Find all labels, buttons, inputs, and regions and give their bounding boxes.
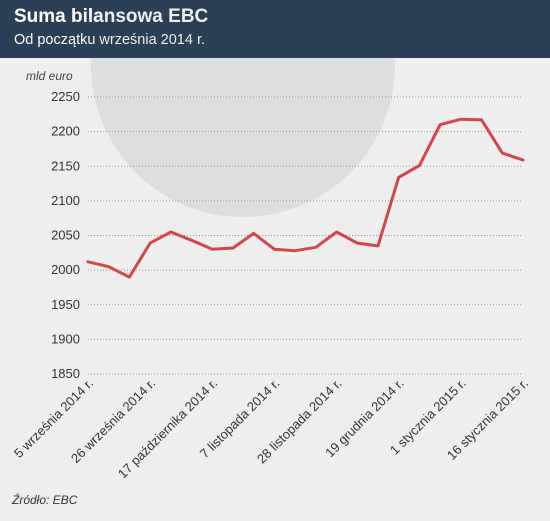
data-point: [418, 164, 421, 167]
data-point: [376, 244, 380, 248]
y-tick-label: 1900: [51, 331, 80, 346]
source-note: Źródło: EBC: [12, 493, 78, 507]
y-tick-label: 2200: [51, 124, 80, 139]
series-layer: [86, 117, 525, 279]
data-point: [521, 158, 525, 162]
x-axis-ticks: 5 września 2014 r.26 września 2014 r.17 …: [11, 376, 531, 482]
y-unit-label: mld euro: [26, 69, 73, 83]
data-point: [480, 118, 483, 122]
data-point: [397, 176, 400, 179]
background-watermark: [91, 0, 395, 217]
data-point: [273, 248, 276, 251]
chart-subtitle: Od początku września 2014 r.: [14, 32, 205, 48]
data-point: [86, 260, 90, 264]
data-point: [169, 230, 173, 234]
series-line: [86, 117, 525, 279]
data-point: [148, 241, 152, 245]
chart-title: Suma bilansowa EBC: [14, 6, 208, 27]
y-tick-label: 2050: [51, 228, 80, 243]
data-point: [190, 239, 193, 242]
y-tick-label: 2100: [51, 193, 80, 208]
data-point: [128, 275, 131, 279]
y-tick-label: 1950: [51, 297, 80, 312]
data-point: [356, 241, 359, 245]
data-point: [335, 230, 338, 234]
y-tick-label: 1850: [51, 366, 80, 381]
y-axis-ticks: 1850 1900 1950 2000 2050 2100 2150 2200 2250: [51, 89, 80, 381]
data-point: [459, 117, 463, 121]
data-point: [231, 246, 235, 250]
y-tick-label: 2250: [51, 89, 80, 104]
data-point: [438, 123, 442, 126]
data-point: [252, 232, 255, 235]
data-point: [107, 265, 110, 268]
data-point: [293, 249, 297, 252]
chart-header: Suma bilansowa EBC Od początku września …: [0, 0, 550, 58]
y-tick-label: 2150: [51, 158, 80, 173]
data-point: [211, 248, 214, 251]
grid-layer: [88, 96, 523, 375]
data-point: [314, 246, 318, 249]
data-point: [501, 151, 504, 155]
y-tick-label: 2000: [51, 262, 80, 277]
